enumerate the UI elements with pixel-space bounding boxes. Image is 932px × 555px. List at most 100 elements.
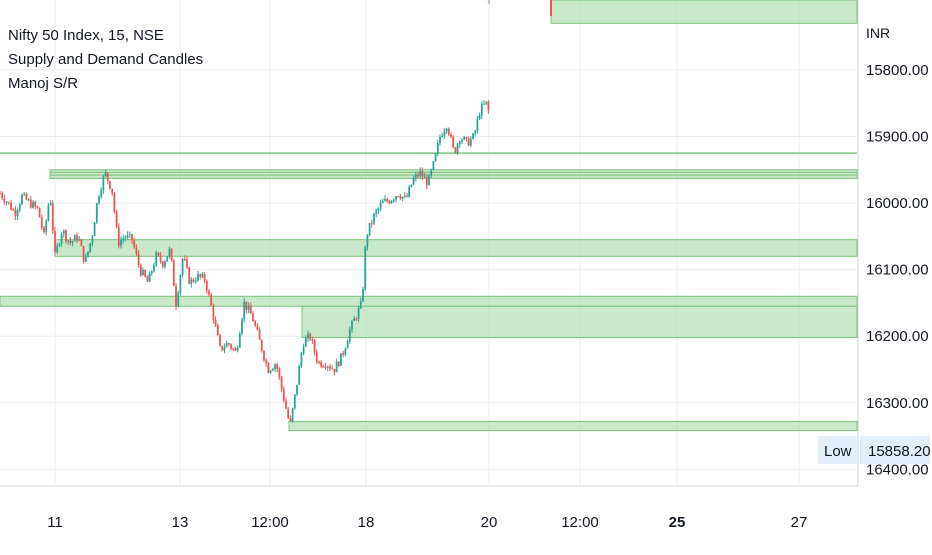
- candle-body: [181, 259, 184, 276]
- candle-body: [340, 353, 342, 366]
- candle-body: [434, 153, 437, 162]
- candle-body: [392, 199, 395, 201]
- candle-body: [0, 193, 1, 195]
- candle-body: [230, 344, 232, 349]
- candle-body: [100, 190, 103, 197]
- price-tick-label: 16300.00: [866, 395, 929, 412]
- candle-body: [465, 136, 468, 139]
- price-tick-label: 16200.00: [866, 328, 929, 345]
- low-price-box: [860, 436, 930, 464]
- candle-body: [216, 325, 219, 336]
- candle-body: [137, 253, 140, 265]
- time-axis[interactable]: 11 13 12:00 18 20 12:00 25 27: [47, 514, 807, 531]
- candle-body: [386, 199, 389, 202]
- candle-body: [73, 235, 76, 242]
- candle-body: [461, 139, 463, 142]
- candle-body: [344, 348, 347, 355]
- candle-body: [326, 366, 329, 368]
- candle-body: [201, 274, 204, 277]
- candle-body: [249, 305, 252, 314]
- candle-body: [144, 270, 147, 277]
- candle-body: [82, 246, 85, 262]
- price-candles: [0, 0, 552, 423]
- candle-body: [16, 210, 19, 217]
- candle-body: [478, 115, 481, 119]
- price-tick-label: 16000.00: [866, 195, 929, 212]
- candle-body: [353, 318, 356, 321]
- candle-body: [366, 235, 369, 247]
- time-tick-label: 20: [481, 514, 498, 531]
- candle-body: [293, 394, 296, 409]
- candle-body: [12, 209, 15, 211]
- candle-body: [126, 234, 129, 238]
- candle-body: [298, 366, 301, 385]
- candle-body: [223, 347, 226, 351]
- candle-body: [34, 201, 37, 207]
- candle-body: [27, 199, 30, 201]
- candle-body: [287, 408, 290, 419]
- candle-body: [388, 201, 391, 204]
- demand-supply-zone: [0, 295, 858, 307]
- price-axis[interactable]: 16400.00 16300.00 16200.00 16100.00 16000.00…: [866, 62, 929, 478]
- candle-body: [304, 338, 307, 347]
- candle-body: [289, 418, 292, 422]
- time-tick-label: 18: [358, 514, 375, 531]
- candle-body: [87, 251, 89, 257]
- candle-body: [439, 136, 441, 144]
- candle-body: [164, 261, 166, 267]
- indicator-supply-demand[interactable]: Supply and Demand Candles: [8, 51, 204, 68]
- candle-body: [384, 199, 386, 201]
- indicator-support-resistance[interactable]: Manoj S/R: [8, 75, 79, 92]
- candle-body: [245, 301, 248, 311]
- candle-body: [274, 364, 276, 370]
- candle-body: [425, 176, 428, 186]
- chart-legend: Nifty 50 Index, 15, NSE Supply and Deman…: [8, 24, 203, 96]
- candle-body: [135, 247, 138, 254]
- candle-body: [106, 172, 109, 182]
- candle-body: [49, 203, 52, 206]
- candle-body: [104, 172, 107, 177]
- candle-body: [337, 361, 340, 366]
- candle-body: [447, 128, 450, 135]
- candle-body: [190, 279, 193, 284]
- candle-body: [331, 368, 334, 370]
- candle-body: [243, 301, 246, 320]
- candle-body: [467, 138, 470, 146]
- candle-body: [252, 313, 254, 322]
- candle-body: [315, 352, 318, 362]
- candle-body: [199, 273, 202, 277]
- candle-body: [238, 333, 241, 348]
- candle-body: [406, 195, 408, 197]
- demand-supply-zone: [54, 239, 858, 257]
- candle-body: [381, 200, 384, 204]
- candle-body: [175, 285, 177, 307]
- candle-body: [362, 289, 364, 302]
- candle-body: [51, 203, 54, 231]
- symbol-title[interactable]: Nifty 50 Index, 15, NSE: [8, 27, 164, 44]
- candle-body: [390, 200, 393, 204]
- candle-body: [124, 237, 127, 239]
- candle-body: [219, 335, 221, 346]
- candle-body: [280, 376, 283, 389]
- candle-body: [379, 203, 382, 209]
- candle-body: [302, 346, 305, 354]
- candle-body: [54, 230, 56, 252]
- candle-body: [109, 181, 111, 189]
- candle-body: [322, 366, 325, 368]
- low-label-box: [818, 436, 858, 464]
- price-tick-label: 15800.00: [866, 62, 929, 79]
- candle-body: [430, 169, 433, 176]
- candle-body: [436, 143, 439, 154]
- candle-body: [342, 353, 345, 355]
- candle-body: [21, 194, 23, 205]
- candle-body: [271, 369, 274, 371]
- candle-body: [36, 206, 39, 208]
- candle-body: [146, 276, 149, 282]
- candle-body: [403, 195, 406, 197]
- candle-body: [67, 240, 70, 242]
- candle-body: [111, 188, 114, 194]
- candle-body: [300, 353, 303, 367]
- candle-body: [155, 252, 158, 266]
